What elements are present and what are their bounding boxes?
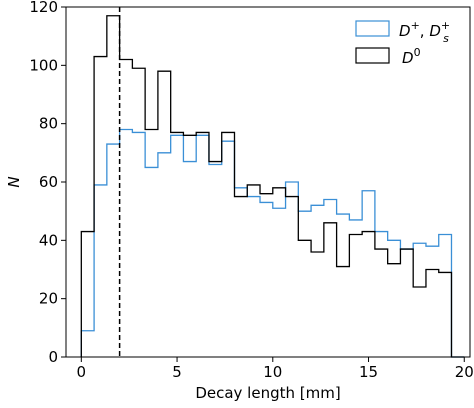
series-d-plus-ds-step-line [80, 128, 465, 358]
legend-ds-sup: + [441, 19, 450, 32]
x-tick-label: 15 [359, 363, 378, 381]
y-tick-label: 20 [39, 290, 58, 308]
legend: D+, D+ s D0 [355, 19, 450, 67]
legend-swatch-d0 [355, 47, 390, 64]
legend-label-d-plus-ds: D+, D+ s [399, 19, 450, 45]
x-tick-label: 0 [77, 363, 87, 381]
series-d0-step-line [80, 15, 465, 358]
legend-d0-base: D [402, 49, 414, 67]
legend-swatch-d-plus-ds [355, 20, 390, 37]
x-axis-label: Decay length [mm] [195, 384, 340, 402]
x-axis-ticks: 0 5 10 15 20 [77, 357, 474, 381]
x-tick-label: 20 [455, 363, 474, 381]
x-tick-label: 5 [172, 363, 182, 381]
y-tick-label: 80 [39, 115, 58, 133]
y-tick-label: 100 [29, 56, 58, 74]
x-tick-label: 10 [263, 363, 282, 381]
y-axis-label: N [5, 176, 23, 187]
y-tick-label: 0 [48, 348, 58, 366]
y-tick-label: 60 [39, 173, 58, 191]
y-tick-label: 120 [29, 0, 58, 16]
legend-d-base: D [399, 22, 411, 40]
legend-ds-sub: s [443, 32, 449, 45]
legend-sep: , [420, 22, 430, 40]
legend-d-sup: + [411, 19, 420, 32]
legend-label-d0: D0 [402, 46, 421, 67]
y-tick-label: 40 [39, 231, 58, 249]
legend-d0-sup: 0 [414, 46, 421, 59]
y-axis-ticks: 0 20 40 60 80 100 120 [29, 0, 66, 366]
legend-ds-base: D [429, 22, 441, 40]
series-layer [80, 15, 465, 358]
